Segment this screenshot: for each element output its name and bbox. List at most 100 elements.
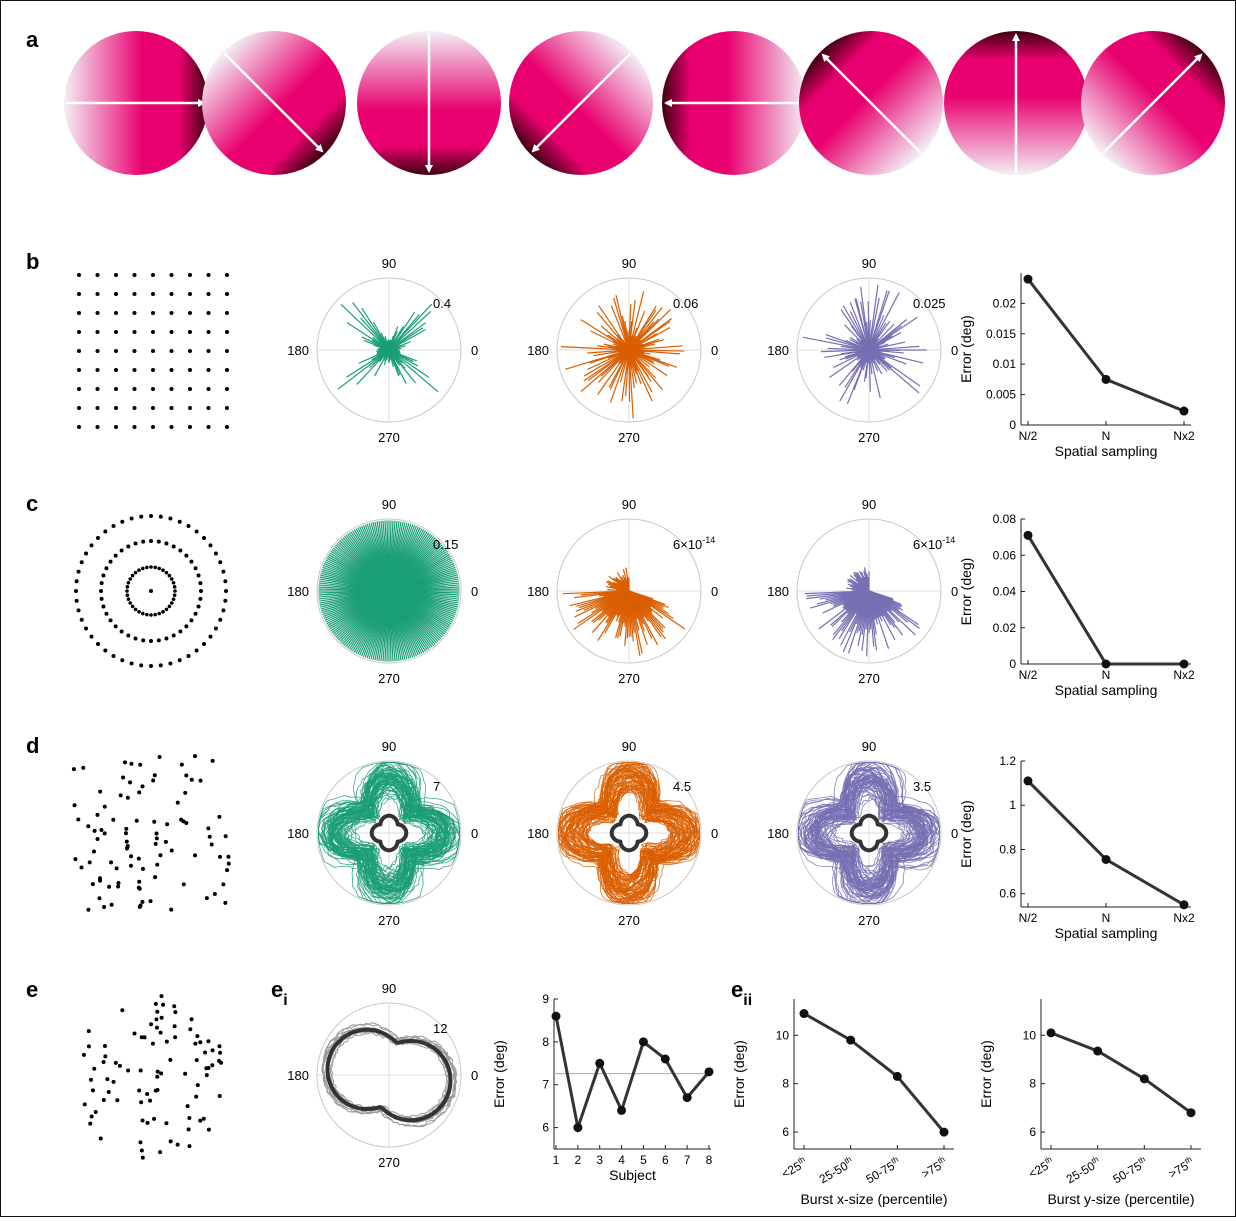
electrode-dot: [172, 544, 176, 548]
electrode-dot: [210, 1063, 214, 1067]
electrode-dot: [194, 612, 198, 616]
electrode-dot: [100, 581, 104, 585]
electrode-dot: [225, 349, 229, 353]
polar-label-180: 180: [527, 584, 549, 599]
electrode-dot: [75, 579, 79, 583]
electrode-dot: [133, 273, 137, 277]
y-tick-label: 8: [1029, 1077, 1036, 1091]
electrode-dot: [151, 1042, 155, 1046]
electrode-dot: [109, 860, 113, 864]
electrode-dot: [99, 828, 103, 832]
electrode-dot: [114, 425, 118, 429]
data-point: [705, 1067, 714, 1076]
electrode-dot: [206, 1039, 210, 1043]
electrode-dot: [225, 425, 229, 429]
polar-label-90: 90: [622, 739, 636, 754]
x-tick-label: N: [1102, 911, 1111, 925]
electrode-dot: [107, 1090, 111, 1094]
electrode-dot: [103, 529, 107, 533]
electrode-dot: [133, 292, 137, 296]
data-point: [1180, 660, 1189, 669]
x-tick-label: 2: [575, 1153, 582, 1167]
electrode-dot: [225, 406, 229, 410]
electrode-dot: [223, 599, 227, 603]
electrode-dot: [103, 831, 107, 835]
electrode-dot: [141, 867, 145, 871]
electrode-dot: [198, 1040, 202, 1044]
electrode-dot: [168, 605, 172, 609]
electrode-dot: [187, 654, 191, 658]
electrode-dot: [207, 330, 211, 334]
polar-label-180: 180: [287, 584, 309, 599]
electrode-dot: [206, 826, 210, 830]
electrode-dot: [178, 629, 182, 633]
electrode-dot: [214, 627, 218, 631]
electrode-dot: [172, 581, 176, 585]
electrode-dot: [173, 1035, 177, 1039]
electrode-dot: [125, 589, 129, 593]
electrode-dot: [128, 577, 132, 581]
electrode-dot: [208, 835, 212, 839]
electrode-dot: [77, 570, 81, 574]
electrode-dot: [165, 608, 169, 612]
polar-label-180: 180: [527, 826, 549, 841]
electrode-dot: [94, 1110, 98, 1114]
electrode-dot: [207, 406, 211, 410]
electrode-dot: [154, 1002, 158, 1006]
electrode-dot: [161, 568, 165, 572]
y-tick-label: 0.6: [999, 887, 1016, 901]
electrode-dot: [182, 882, 186, 886]
electrode-dot: [176, 1143, 180, 1147]
series-line: [556, 1016, 709, 1128]
polar-label-90: 90: [862, 256, 876, 271]
panel-label-e: e: [26, 977, 38, 1002]
electrode-dot: [72, 767, 76, 771]
electrode-dot: [73, 857, 77, 861]
electrode-dot: [112, 524, 116, 528]
electrode-dot: [75, 599, 79, 603]
electrode-dot: [170, 601, 174, 605]
polar-label-0: 0: [711, 343, 718, 358]
electrode-dot: [114, 1061, 118, 1065]
electrode-dot: [130, 517, 134, 521]
series-line: [1028, 781, 1184, 905]
data-point: [573, 1123, 582, 1132]
electrode-dot: [202, 536, 206, 540]
y-tick-label: 1: [1009, 798, 1016, 812]
electrode-dot: [87, 1029, 91, 1033]
polar-label-90: 90: [622, 256, 636, 271]
electrode-dot: [83, 1102, 87, 1106]
electrode-dot: [103, 649, 107, 653]
polar-label-180: 180: [287, 826, 309, 841]
electrode-dot: [149, 639, 153, 643]
electrode-dot: [120, 549, 124, 553]
series-line: [1028, 535, 1184, 664]
x-axis-title: Spatial sampling: [1055, 682, 1158, 698]
x-tick-label: 25-50th: [1063, 1155, 1103, 1187]
electrode-dot: [152, 1117, 156, 1121]
electrode-dot: [137, 568, 141, 572]
electrode-dot: [155, 1010, 159, 1014]
x-tick-label: >75th: [1166, 1155, 1197, 1182]
electrode-dot: [217, 815, 221, 819]
polar-label-270: 270: [858, 430, 880, 445]
electrode-dot: [170, 425, 174, 429]
panel-label-b: b: [26, 249, 39, 274]
electrode-dot: [77, 311, 81, 315]
electrode-dot: [170, 848, 174, 852]
electrode-dot: [140, 900, 144, 904]
y-tick-label: 10: [776, 1028, 790, 1042]
electrode-dot: [184, 774, 188, 778]
electrode-dot: [189, 618, 193, 622]
x-axis-title: Burst y-size (percentile): [1047, 1191, 1194, 1207]
electrode-dot: [139, 903, 143, 907]
electrode-dot: [188, 1027, 192, 1031]
electrode-dot: [84, 552, 88, 556]
electrode-dot: [226, 855, 230, 859]
electrode-dot: [81, 766, 85, 770]
electrode-dot: [188, 330, 192, 334]
electrode-dot: [114, 349, 118, 353]
